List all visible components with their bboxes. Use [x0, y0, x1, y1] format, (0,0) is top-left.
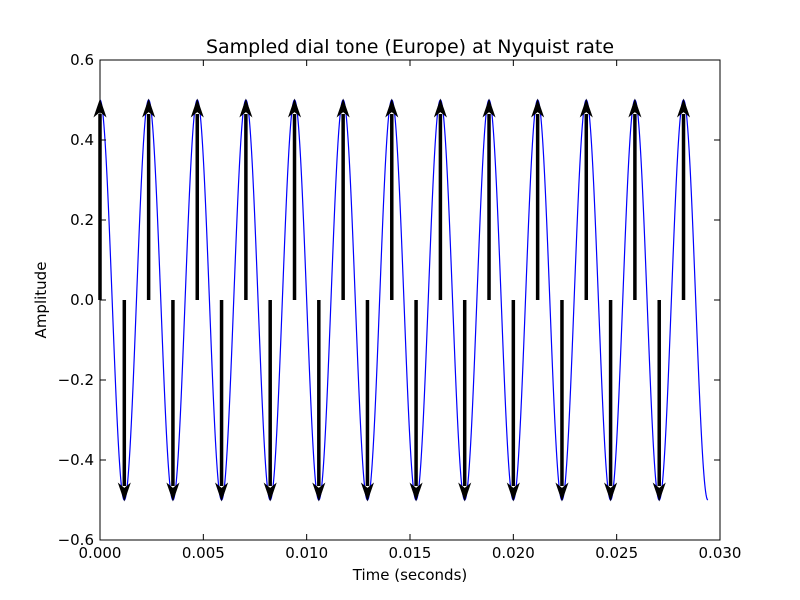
sample-arrowhead	[142, 98, 156, 118]
sample-arrow	[239, 98, 253, 300]
sample-arrow	[555, 300, 569, 502]
x-tick-label: 0.010	[285, 544, 328, 562]
x-tick-label: 0.005	[182, 544, 225, 562]
x-tick-label: 0.025	[595, 544, 638, 562]
sample-arrow	[676, 98, 691, 300]
sample-arrowhead	[239, 98, 253, 118]
chart-title: Sampled dial tone (Europe) at Nyquist ra…	[206, 36, 614, 58]
sample-arrowhead	[652, 482, 666, 502]
sample-arrow	[652, 300, 666, 502]
y-tick-label: 0.6	[70, 51, 94, 69]
plot-area: 0.000 0.005 0.010 0.015 0.020 0.025 0.030 −0.6…	[58, 51, 742, 562]
sample-arrowhead	[263, 482, 277, 502]
x-axis-ticks: 0.000 0.005 0.010 0.015 0.020 0.025 0.030	[79, 60, 742, 562]
sample-arrowhead	[506, 482, 520, 502]
sample-arrow	[506, 300, 520, 502]
sample-arrow	[579, 98, 593, 300]
y-axis-label: Amplitude	[32, 262, 50, 339]
x-tick-label: 0.020	[492, 544, 535, 562]
sample-arrow	[142, 98, 156, 300]
sample-arrowhead	[433, 98, 447, 118]
sample-arrow	[433, 98, 447, 300]
sample-arrowhead	[676, 98, 691, 118]
sample-arrowhead	[312, 482, 326, 502]
sample-arrowhead	[531, 98, 545, 118]
signal-layer	[100, 99, 709, 501]
sample-arrowhead	[409, 482, 423, 502]
y-tick-label: −0.2	[58, 371, 94, 389]
sample-arrow	[190, 98, 204, 300]
sample-arrowhead	[579, 98, 593, 118]
sample-arrow	[409, 300, 423, 502]
y-tick-label: −0.4	[58, 451, 94, 469]
y-tick-label: 0.0	[70, 291, 94, 309]
x-axis-label: Time (seconds)	[352, 566, 468, 584]
sample-arrowhead	[287, 98, 302, 118]
x-tick-label: 0.030	[699, 544, 742, 562]
sample-arrow	[312, 300, 326, 502]
sample-arrowhead	[117, 482, 131, 502]
sample-arrowhead	[166, 482, 180, 502]
sample-arrow	[482, 98, 496, 300]
signal-line	[100, 99, 709, 501]
y-tick-label: 0.4	[70, 131, 94, 149]
sample-arrow	[385, 98, 399, 300]
x-tick-label: 0.015	[389, 544, 432, 562]
sample-arrow	[117, 300, 131, 502]
sample-arrowhead	[190, 98, 204, 118]
sample-arrow	[628, 98, 642, 300]
sample-layer	[93, 98, 691, 502]
y-axis-ticks: −0.6 −0.4 −0.2 0.0 0.2 0.4 0.6	[58, 51, 720, 549]
sample-arrow	[604, 300, 618, 502]
sample-arrowhead	[336, 98, 350, 118]
sample-arrow	[458, 300, 472, 502]
sample-arrow	[336, 98, 350, 300]
sample-arrow	[360, 300, 374, 502]
sample-arrowhead	[215, 482, 229, 502]
sample-arrow	[263, 300, 277, 502]
sample-arrowhead	[555, 482, 569, 502]
x-tick-label: 0.000	[79, 544, 122, 562]
sample-arrowhead	[360, 482, 374, 502]
sample-arrow	[531, 98, 545, 300]
sample-arrowhead	[604, 482, 618, 502]
sample-arrow	[215, 300, 229, 502]
y-tick-label: −0.6	[58, 531, 94, 549]
y-tick-label: 0.2	[70, 211, 94, 229]
sample-arrowhead	[458, 482, 472, 502]
sample-arrowhead	[482, 98, 496, 118]
sample-arrowhead	[385, 98, 399, 118]
sample-arrow	[287, 98, 302, 300]
sample-arrow	[166, 300, 180, 502]
sample-arrowhead	[628, 98, 642, 118]
